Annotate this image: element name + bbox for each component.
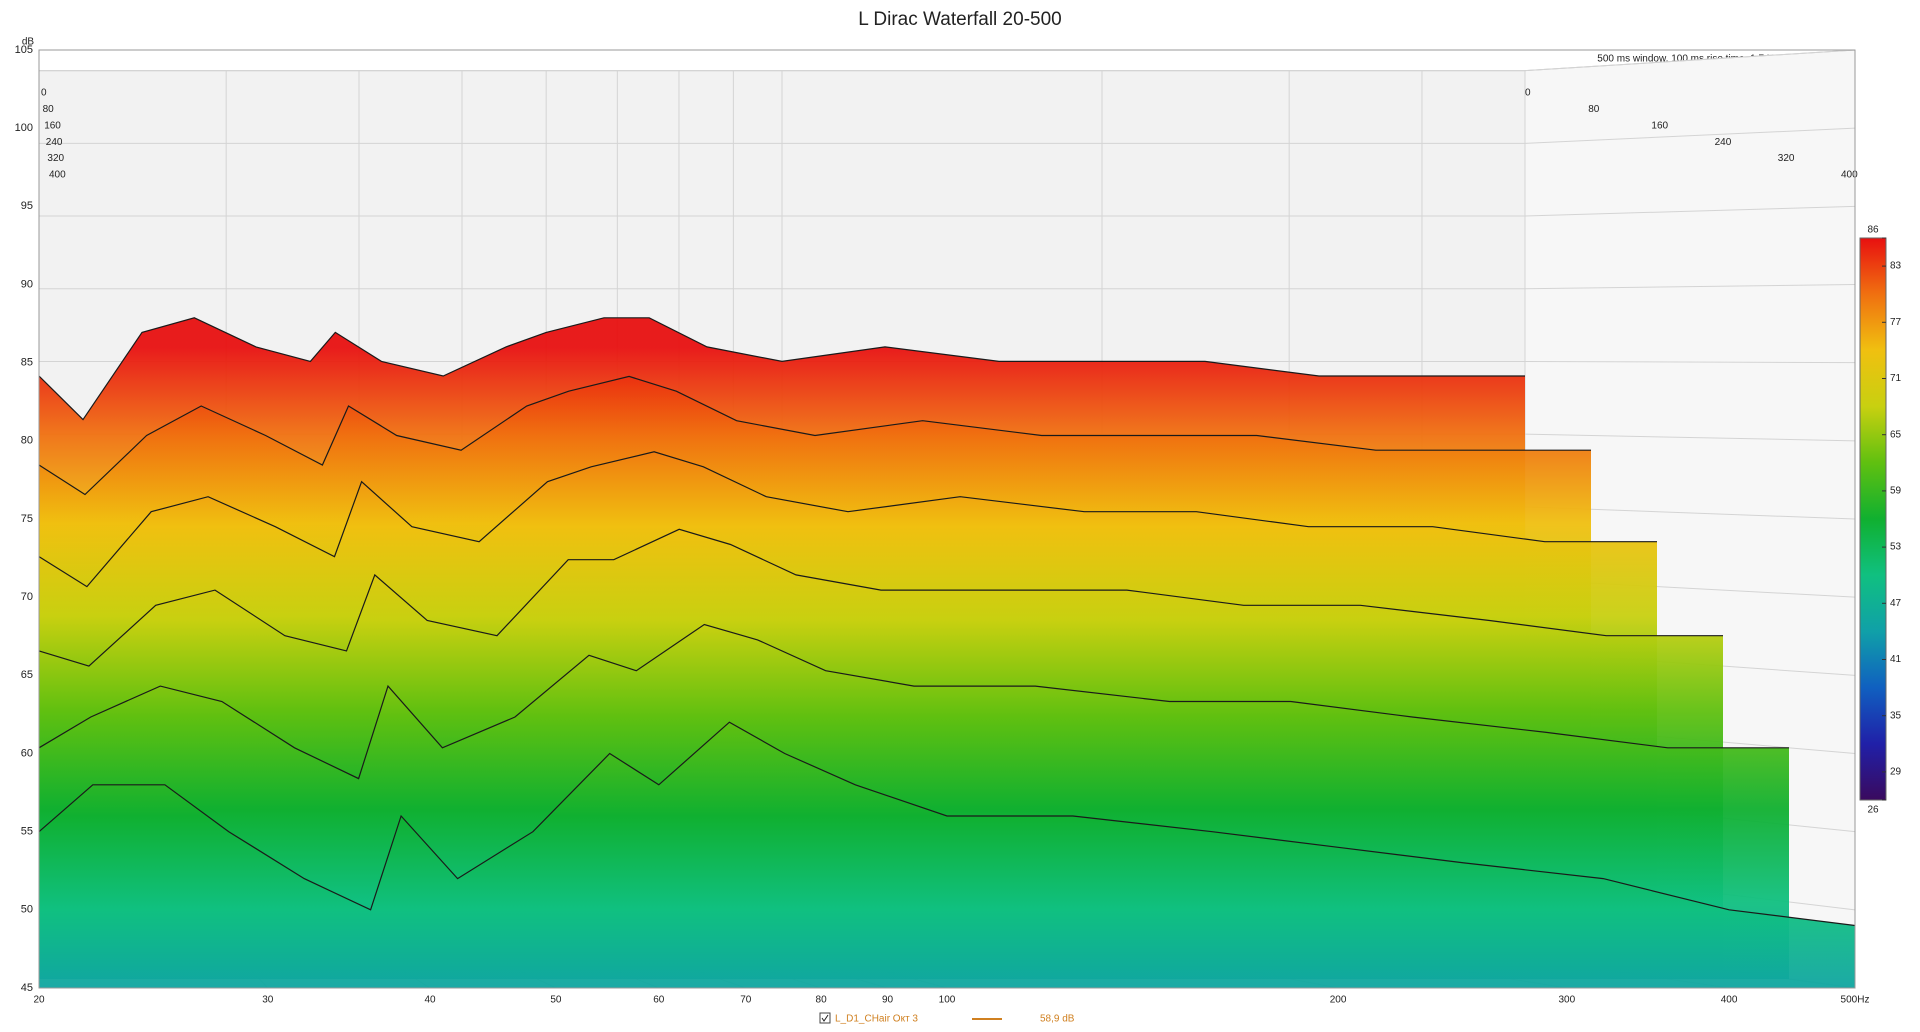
- legend-label: L_D1_CHair Окт 3: [835, 1014, 918, 1025]
- time-label: 320: [47, 153, 64, 164]
- colorbar: [1859, 237, 1887, 801]
- colorbar-tick-label: 35: [1890, 710, 1902, 721]
- x-tick-label: 30: [262, 995, 274, 1006]
- x-tick-label: 400: [1721, 995, 1738, 1006]
- y-tick-label: 75: [21, 513, 33, 525]
- slice-line: [38, 451, 1657, 588]
- slice-line: [38, 623, 1789, 780]
- y-tick-label: 45: [21, 982, 33, 994]
- y-tick-label: 85: [21, 357, 33, 369]
- legend-checkbox[interactable]: [819, 1012, 831, 1024]
- slice-area: [39, 722, 1855, 988]
- y-tick-label: 100: [15, 122, 33, 134]
- colorbar-tick-label: 65: [1890, 429, 1902, 440]
- time-label: 160: [44, 120, 61, 131]
- time-label: 0: [1525, 88, 1531, 99]
- legend-value: 58,9 dB: [1040, 1014, 1075, 1025]
- y-tick-label: 80: [21, 435, 33, 447]
- legend-check: [821, 1014, 829, 1022]
- grid-line: [1524, 205, 1856, 217]
- colorbar-tick-label: 71: [1890, 373, 1902, 384]
- x-tick-label: 70: [740, 995, 752, 1006]
- grid-line: [1524, 360, 1856, 364]
- time-label: 0: [41, 88, 47, 99]
- grid-line: [1524, 284, 1856, 290]
- y-tick-label: 95: [21, 200, 33, 212]
- x-tick-label: 80: [816, 995, 828, 1006]
- time-label: 320: [1778, 153, 1795, 164]
- colorbar-tick-label: 29: [1890, 767, 1902, 778]
- colorbar-tick-label: 47: [1890, 598, 1902, 609]
- y-tick-label: 70: [21, 591, 33, 603]
- slice-line: [38, 375, 1591, 496]
- colorbar-tick-label: 26: [1867, 805, 1879, 816]
- y-tick-label: 60: [21, 747, 33, 759]
- time-label: 400: [1841, 170, 1858, 181]
- y-tick-label: 50: [21, 904, 33, 916]
- time-label: 80: [1588, 104, 1600, 115]
- y-tick-label: 65: [21, 669, 33, 681]
- y-axis-unit: dB: [22, 37, 35, 48]
- y-tick-label: 90: [21, 278, 33, 290]
- time-label: 240: [46, 137, 63, 148]
- plot-frame: [38, 49, 1856, 989]
- y-tick-label: 55: [21, 826, 33, 838]
- slice-line: [38, 528, 1723, 667]
- x-tick-label: 300: [1558, 995, 1575, 1006]
- colorbar-tick-label: 83: [1890, 261, 1902, 272]
- slice-line: [38, 317, 1525, 421]
- y-tick-label: 105: [15, 44, 33, 56]
- x-tick-label: 50: [550, 995, 562, 1006]
- time-label: 400: [49, 170, 66, 181]
- x-tick-label: 500Hz: [1841, 995, 1870, 1006]
- time-label: 240: [1715, 137, 1732, 148]
- time-label: 80: [43, 104, 55, 115]
- x-tick-label: 90: [882, 995, 894, 1006]
- x-tick-label: 40: [424, 995, 436, 1006]
- grid-line: [1524, 49, 1856, 72]
- x-tick-label: 20: [33, 995, 45, 1006]
- colorbar-tick-label: 41: [1890, 654, 1902, 665]
- time-label: 160: [1651, 120, 1668, 131]
- grid-line: [1524, 433, 1856, 442]
- colorbar-tick-label: 77: [1890, 317, 1902, 328]
- x-tick-label: 60: [653, 995, 665, 1006]
- x-tick-label: 200: [1330, 995, 1347, 1006]
- grid-line: [1524, 127, 1856, 144]
- colorbar-tick-label: 59: [1890, 486, 1902, 497]
- x-tick-label: 100: [939, 995, 956, 1006]
- chart-title: L Dirac Waterfall 20-500: [858, 9, 1061, 30]
- slice-line: [38, 721, 1856, 927]
- colorbar-tick-label: 53: [1890, 542, 1902, 553]
- colorbar-tick-label: 86: [1867, 225, 1879, 236]
